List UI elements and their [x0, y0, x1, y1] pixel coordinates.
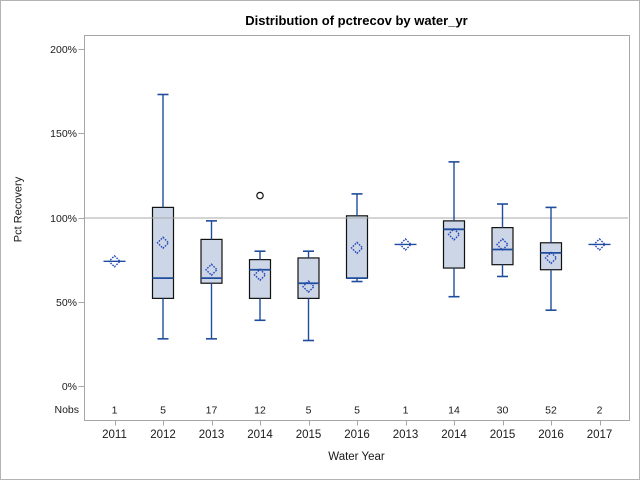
- nobs-row-label: Nobs: [54, 404, 79, 416]
- nobs-value: 12: [254, 405, 266, 417]
- mean-diamond-icon: [156, 236, 170, 250]
- plot-frame: [84, 35, 630, 421]
- x-tick-label-year: 2017: [587, 429, 613, 441]
- nobs-value: 17: [206, 405, 218, 417]
- mean-diamond-icon: [399, 237, 412, 251]
- x-tick-label-year: 2014: [441, 429, 467, 441]
- box-iqr: [345, 215, 369, 279]
- box-iqr: [539, 242, 563, 271]
- x-tick-label-year: 2012: [150, 429, 176, 441]
- box-iqr: [491, 227, 514, 266]
- mean-diamond-icon: [205, 263, 218, 277]
- box-iqr: [200, 238, 223, 284]
- mean-diamond-icon: [593, 237, 606, 251]
- nobs-value: 14: [448, 405, 460, 417]
- mean-diamond-icon: [350, 241, 364, 255]
- y-tick-label: 200%: [50, 44, 77, 56]
- nobs-value: 1: [112, 405, 118, 417]
- y-tick-label: 100%: [50, 213, 77, 225]
- nobs-value: 5: [306, 405, 312, 417]
- nobs-value: 30: [497, 405, 509, 417]
- nobs-value: 2: [597, 405, 603, 417]
- nobs-value: 5: [354, 405, 360, 417]
- outlier-circle-icon: [256, 191, 264, 200]
- x-tick-label-year: 2011: [102, 429, 127, 441]
- chart-title: Distribution of pctrecov by water_yr: [245, 13, 468, 28]
- nobs-value: 5: [160, 405, 166, 417]
- box-iqr: [248, 259, 272, 299]
- x-tick-label-year: 2013: [393, 429, 419, 441]
- mean-diamond-icon: [496, 237, 509, 251]
- x-tick-label-year: 2016: [344, 429, 370, 441]
- mean-diamond-icon: [253, 268, 267, 282]
- y-tick-label: 0%: [62, 381, 77, 393]
- mean-diamond-icon: [544, 251, 558, 265]
- mean-diamond-icon: [302, 280, 315, 294]
- x-tick-label-year: 2015: [490, 429, 516, 441]
- x-axis-label: Water Year: [328, 451, 385, 463]
- y-tick-label: 50%: [56, 297, 77, 309]
- box-iqr: [151, 206, 175, 299]
- mean-diamond-icon: [447, 227, 461, 241]
- x-tick-label-year: 2015: [296, 429, 322, 441]
- nobs-value: 1: [403, 405, 409, 417]
- x-tick-label-year: 2014: [247, 429, 273, 441]
- nobs-value: 52: [545, 405, 557, 417]
- x-tick-label-year: 2013: [199, 429, 225, 441]
- y-tick-label: 150%: [50, 128, 77, 140]
- x-tick-label-year: 2016: [538, 429, 564, 441]
- mean-diamond-icon: [108, 254, 121, 268]
